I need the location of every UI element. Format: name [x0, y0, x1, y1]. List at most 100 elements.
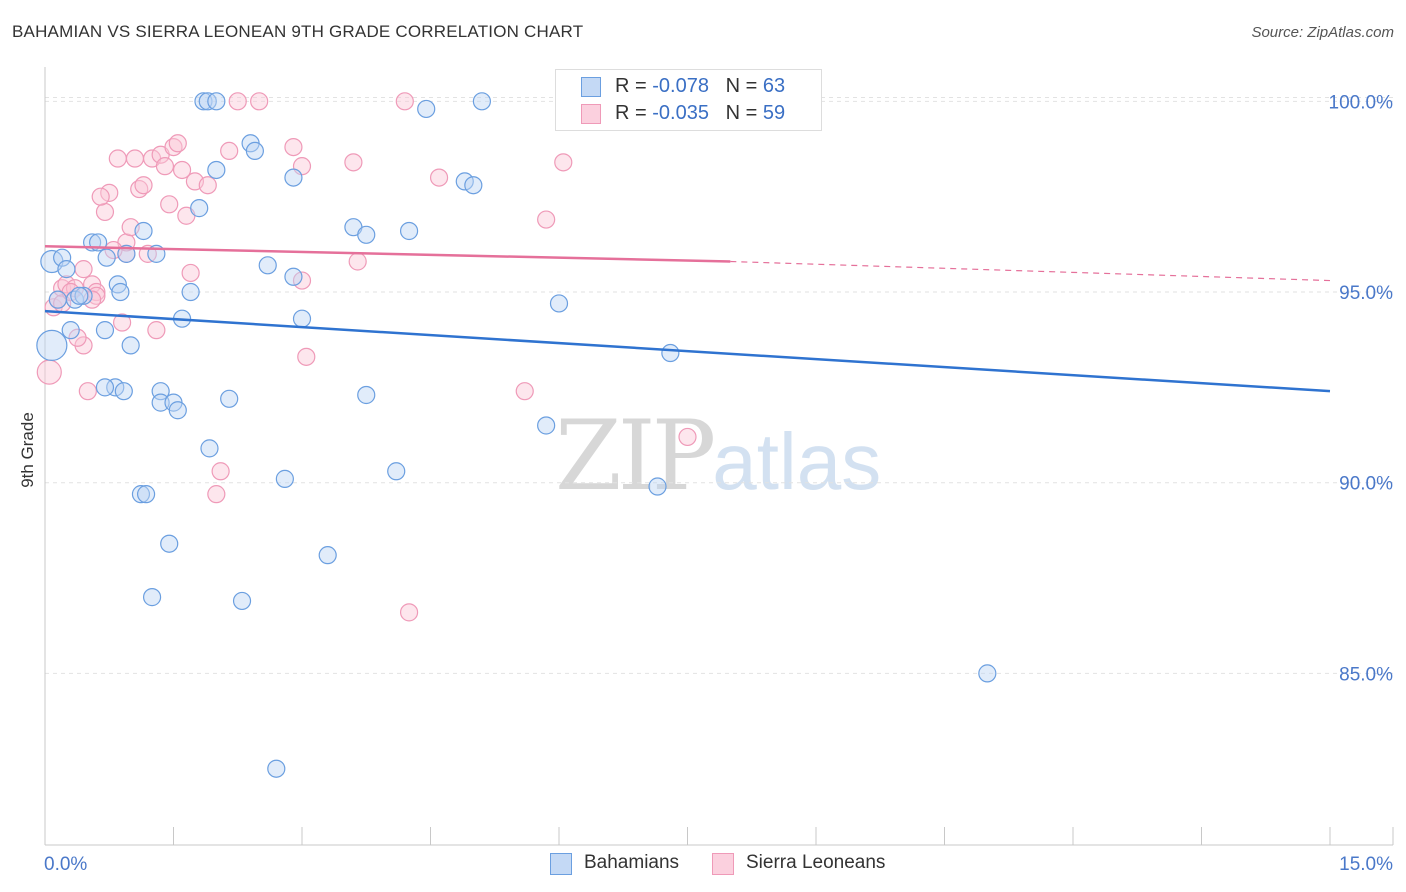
- bahamian-point: [978, 664, 997, 683]
- sierra-leoneans-legend-swatch: [712, 853, 734, 875]
- bahamian-point: [258, 256, 277, 275]
- bahamian-point: [117, 244, 136, 263]
- sierra-leoneans-swatch: [581, 104, 601, 124]
- bahamian-point: [70, 286, 89, 305]
- sierra-leonean-point: [155, 157, 175, 176]
- r-label: R =: [615, 102, 653, 124]
- bahamian-point: [417, 99, 436, 119]
- y-tick-label: 100.0%: [1329, 92, 1394, 113]
- bahamian-point: [121, 336, 140, 355]
- source-label: Source: ZipAtlas.com: [1251, 24, 1394, 41]
- gridlines: [45, 97, 1393, 674]
- bahamian-point: [220, 389, 239, 408]
- stats-text-sierra-leoneans: R = -0.035 N = 59: [615, 102, 785, 125]
- bahamian-point: [48, 290, 67, 309]
- watermark-zip: ZIP: [555, 400, 716, 512]
- bahamian-point: [318, 546, 337, 565]
- bahamian-point: [207, 160, 226, 180]
- bahamian-point: [387, 462, 406, 481]
- sierra-leonean-point: [168, 134, 187, 153]
- sierra-leonean-point: [78, 382, 97, 401]
- bahamian-point: [160, 534, 179, 553]
- bahamian-point: [111, 282, 130, 302]
- bahamian-point: [472, 92, 491, 111]
- sierra-leonean-point: [95, 202, 115, 222]
- bahamian-point: [57, 260, 76, 279]
- bahamian-point: [284, 267, 303, 286]
- sierra-leonean-point: [68, 328, 87, 347]
- bahamian-point: [399, 221, 419, 241]
- sierra-leonean-point: [297, 347, 316, 366]
- bahamian-point: [549, 294, 569, 313]
- sierra-leonean-point: [399, 603, 419, 622]
- sierra-leonean-point: [554, 153, 573, 172]
- n-value: 59: [762, 102, 786, 124]
- sierra-leonean-point: [207, 485, 226, 504]
- bahamian-points: [36, 92, 997, 778]
- sierra-leonean-point: [537, 210, 556, 229]
- sierra-leonean-point: [395, 92, 414, 111]
- sierra-leonean-point: [100, 183, 119, 202]
- sierra-leonean-trend-line: [44, 244, 731, 263]
- sierra-leonean-point: [348, 252, 367, 271]
- sierra-leonean-point: [147, 321, 166, 340]
- bahamian-point: [267, 759, 286, 778]
- bahamian-point: [284, 168, 303, 187]
- bahamian-point: [648, 477, 667, 496]
- stats-legend: R = -0.078 N = 63 R = -0.035 N = 59: [555, 69, 822, 131]
- bahamians-swatch: [581, 77, 601, 97]
- sierra-leonean-point: [108, 149, 127, 168]
- bahamian-point: [537, 416, 556, 435]
- n-value: 63: [762, 75, 786, 97]
- bahamian-point: [357, 385, 376, 405]
- bahamian-point: [106, 378, 125, 397]
- x-tick-label: 0.0%: [44, 854, 87, 875]
- bahamian-point: [275, 469, 294, 488]
- legend-label-sierra-leoneans: Sierra Leoneans: [746, 852, 886, 873]
- bahamian-point: [131, 485, 151, 504]
- bahamian-point: [151, 393, 170, 412]
- r-value: -0.078: [652, 75, 709, 97]
- bahamian-point: [464, 176, 483, 195]
- bahamian-point: [292, 309, 312, 328]
- sierra-leonean-point: [172, 160, 192, 180]
- sierra-leonean-point: [250, 92, 269, 111]
- sierra-leonean-point: [211, 462, 230, 481]
- stats-text-bahamians: R = -0.078 N = 63: [615, 75, 785, 98]
- bahamian-point: [181, 282, 200, 302]
- sierra-leonean-trend-extension: [730, 260, 1331, 282]
- bahamian-point: [245, 141, 264, 161]
- sierra-leonean-point: [678, 427, 697, 447]
- sierra-leonean-point: [292, 271, 312, 290]
- bahamian-point: [136, 485, 156, 504]
- legend-label-bahamians: Bahamians: [584, 852, 680, 873]
- bahamian-point: [114, 382, 133, 401]
- sierra-leonean-point: [74, 260, 93, 279]
- trend-lines: [44, 244, 1331, 393]
- sierra-leonean-point: [91, 187, 110, 206]
- bahamian-point: [194, 92, 213, 111]
- bahamians-legend-swatch: [550, 853, 572, 875]
- watermark-atlas: atlas: [712, 417, 882, 506]
- bahamian-point: [661, 343, 680, 363]
- n-label: N =: [725, 75, 763, 97]
- sierra-leonean-point: [284, 137, 303, 157]
- bahamian-point: [190, 199, 209, 218]
- bahamian-point: [97, 248, 116, 267]
- bahamian-point: [61, 321, 80, 340]
- sierra-leonean-point: [125, 149, 145, 168]
- bahamian-point: [357, 225, 376, 244]
- bahamian-point: [36, 329, 68, 362]
- sierra-leonean-point: [429, 168, 449, 187]
- sierra-leonean-point: [181, 263, 200, 283]
- bahamian-point: [95, 321, 115, 340]
- sierra-leonean-point: [198, 176, 217, 195]
- bahamian-point: [74, 286, 93, 305]
- sierra-leonean-point: [344, 153, 363, 172]
- bahamian-point: [207, 92, 226, 111]
- axes: [44, 67, 1394, 846]
- sierra-leonean-point: [160, 195, 179, 214]
- bahamian-point: [232, 591, 252, 611]
- bahamian-point: [142, 588, 162, 607]
